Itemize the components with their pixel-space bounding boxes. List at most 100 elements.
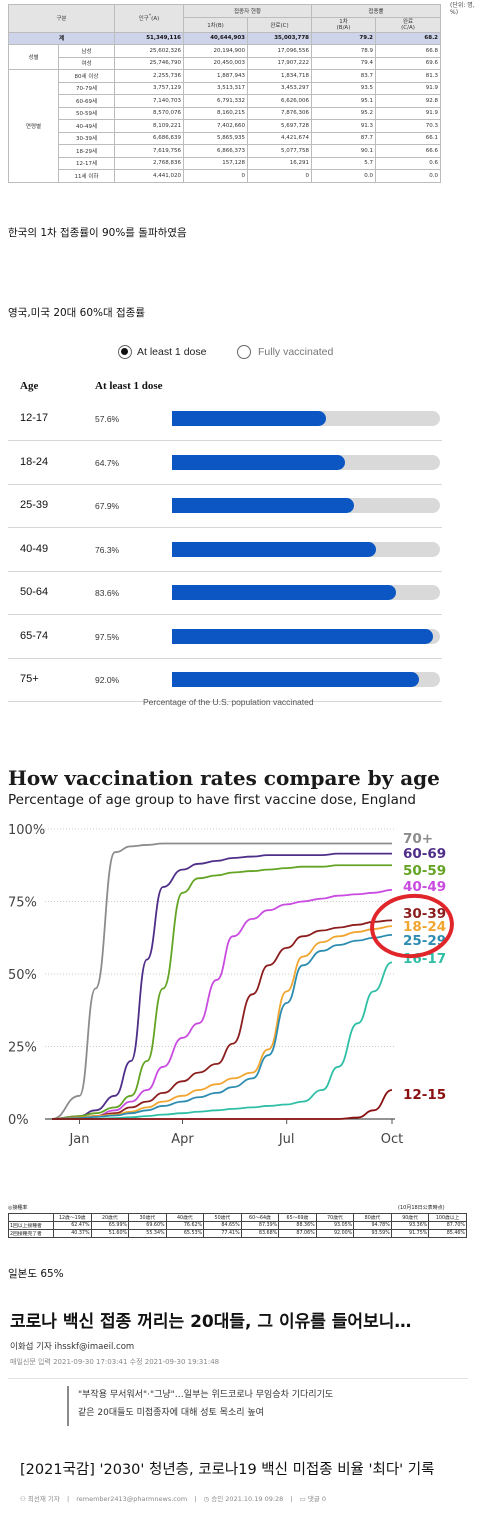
table-cell: 93.59%	[353, 1229, 392, 1238]
england-line-chart: 0% 25% 50% 75% 100% Jan Apr Jul Oct 70+60-6950-59…	[8, 823, 454, 1147]
bar-category-label: 75+	[20, 673, 39, 685]
cell-first: 8,160,215	[183, 106, 248, 120]
cell-first_rate: 5.7	[311, 156, 376, 170]
table-row: 18-29세 7,619,756 6,866,373 5,077,758 90.1 66.…	[9, 144, 441, 158]
caption-uk-us: 영국,미국 20대 60%대 접종률	[8, 307, 145, 319]
quote-bar	[67, 1386, 69, 1426]
table-cell: 93.05%	[315, 1221, 355, 1230]
table-cell: 83.68%	[240, 1229, 280, 1238]
cell-first_rate: 95.1	[311, 94, 376, 108]
legend-radio-fully-vaccinated[interactable]	[237, 345, 251, 359]
table-unit-fragment: (단위: 명, %)	[450, 2, 475, 16]
row-label: 계	[8, 31, 115, 45]
cell-first: 20,450,003	[183, 56, 248, 70]
cell-first: 5,865,935	[183, 131, 248, 145]
article2-meta: ⚇ 최선재 기자 | remember2413@pharmnews.com | …	[20, 1495, 327, 1503]
bar-value-label: 67.9%	[95, 501, 120, 511]
row-label: 40-49세	[58, 119, 115, 133]
england-chart-title: How vaccination rates compare by age	[8, 766, 440, 790]
header-completed: 완료(C)	[247, 16, 312, 33]
y-tick-label: 0%	[8, 1113, 29, 1128]
row-divider	[8, 483, 442, 485]
bar	[172, 585, 397, 600]
us-chart-footer: Percentage of the U.S. population vaccin…	[143, 697, 314, 707]
cell-population: 7,619,756	[114, 144, 184, 158]
bar-category-label: 25-39	[20, 499, 49, 511]
row-divider	[8, 527, 442, 528]
cell-completed: 17,096,556	[247, 44, 312, 58]
series-label: 50-59	[403, 863, 446, 879]
series-label: 60-69	[403, 846, 446, 862]
y-tick-label: 25%	[8, 1041, 37, 1056]
table-cell: 88.36%	[278, 1221, 317, 1230]
table-cell: 65.53%	[165, 1229, 205, 1238]
cell-first_rate: 87.7	[311, 131, 376, 145]
cell-population: 4,441,020	[114, 169, 184, 183]
cell-completed: 1,834,718	[247, 69, 312, 83]
table-cell: 69.60%	[128, 1221, 167, 1230]
column-header: 60～64歳	[240, 1213, 280, 1222]
row-label: 12-17세	[58, 156, 115, 170]
article2-reporter: 최선재 기자	[27, 1495, 60, 1503]
article2-comments[interactable]: 댓글 0	[307, 1495, 327, 1503]
row-divider	[8, 701, 442, 702]
x-tick-label: Jul	[278, 1132, 295, 1147]
table-cell: 55.34%	[128, 1229, 167, 1238]
legend-radio-first-dose[interactable]	[118, 345, 132, 359]
series-label: 40-49	[403, 879, 446, 895]
x-tick-label: Oct	[381, 1132, 403, 1147]
cell-population: 2,255,736	[114, 69, 184, 83]
series-line	[51, 933, 393, 1120]
column-header: 70歳代	[315, 1213, 355, 1222]
table-cell: 76.62%	[165, 1221, 205, 1230]
table-row: 여성 25,746,790 20,450,003 17,907,222 79.4 69.6	[9, 56, 441, 70]
table-cell: 77.41%	[203, 1229, 242, 1238]
caption-korea: 한국의 1차 접종률이 90%를 돌파하였음	[8, 227, 187, 239]
jp-table-corner: ◎接種率	[8, 1205, 28, 1211]
y-tick-label: 100%	[8, 823, 45, 838]
table-cell: 93.36%	[390, 1221, 430, 1230]
bar-value-label: 97.5%	[95, 631, 120, 642]
series-line	[51, 852, 392, 1120]
cell-completed_rate: 91.9	[375, 81, 441, 95]
cell-population: 25,602,326	[114, 44, 184, 58]
table-row: 2回接種完了者 40.37% 51.60% 55.34% 65.53% 77.41% 83.…	[8, 1229, 467, 1238]
table-cell: 87.70%	[428, 1221, 467, 1230]
cell-first: 0	[183, 169, 248, 183]
table-cell: 65.99%	[90, 1221, 130, 1230]
cell-first_rate: 79.4	[311, 56, 376, 70]
table-row: 40-49세 8,109,221 7,402,660 5,697,728 91.3 70.…	[9, 119, 441, 133]
cell-population: 25,746,790	[114, 56, 184, 70]
bar-value-label: 76.3%	[95, 544, 120, 555]
column-header: 80歳代	[353, 1213, 392, 1222]
cell-completed_rate: 70.3	[375, 119, 441, 133]
article2-headline[interactable]: [2021국감] '2030' 청년층, 코로나19 백신 미접종 비율 '최다…	[20, 1462, 435, 1478]
column-header: 40歳代	[165, 1213, 205, 1222]
series-line	[51, 961, 393, 1120]
x-tick-label: Jan	[68, 1132, 89, 1147]
table-row: 연령별 80세 이상 2,255,736 1,887,943 1,834,718 83.7…	[8, 69, 441, 183]
series-label: 70+	[403, 831, 433, 847]
header-vaccinated-group: 접종자 현황	[183, 4, 312, 18]
cell-first_rate: 95.2	[311, 106, 376, 120]
england-chart-subtitle: Percentage of age group to have first va…	[8, 792, 416, 808]
table-cell: 85.46%	[428, 1229, 467, 1238]
table-cell: 40.37%	[53, 1229, 92, 1238]
series-label: 25-29	[403, 933, 446, 949]
comment-icon: ▭	[299, 1495, 306, 1503]
row-label: 50-59세	[58, 106, 115, 120]
cell-first_rate: 83.7	[311, 69, 376, 83]
article1-headline[interactable]: 코로나 백신 접종 꺼리는 20대들, 그 이유를 들어보니…	[10, 1312, 412, 1332]
row-label: 1回以上接種者	[8, 1221, 54, 1230]
cell-completed_rate: 0.6	[375, 156, 441, 170]
row-divider	[8, 570, 442, 572]
row-label: 80세 이상	[58, 69, 115, 83]
cell-first: 3,513,317	[183, 81, 248, 95]
divider	[8, 1378, 468, 1379]
y-tick-label: 75%	[8, 896, 37, 911]
cell-population: 2,768,836	[114, 156, 184, 170]
series-line	[51, 842, 392, 1120]
article2-email[interactable]: remember2413@pharmnews.com	[76, 1495, 188, 1503]
table-row: 60-69세 7,140,703 6,791,332 6,626,006 95.1 92.…	[9, 94, 441, 108]
table-cell: 87.06%	[278, 1229, 317, 1238]
